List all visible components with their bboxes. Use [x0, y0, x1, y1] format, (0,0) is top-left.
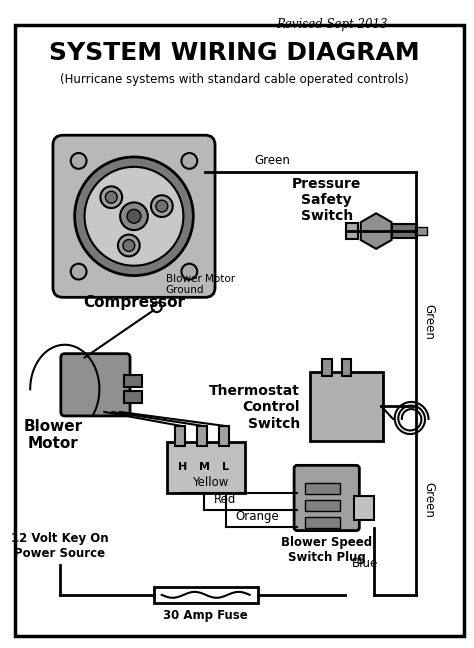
Circle shape — [118, 235, 140, 257]
Circle shape — [71, 153, 87, 169]
Circle shape — [75, 157, 193, 275]
Circle shape — [152, 302, 162, 312]
Text: Green: Green — [255, 154, 290, 167]
FancyBboxPatch shape — [166, 442, 245, 493]
Bar — [124, 391, 142, 403]
Bar — [124, 375, 142, 388]
Circle shape — [123, 240, 135, 251]
Bar — [322, 358, 332, 376]
Bar — [175, 426, 185, 446]
Text: Green: Green — [423, 482, 436, 518]
Text: Yellow: Yellow — [192, 476, 228, 489]
FancyBboxPatch shape — [310, 373, 383, 441]
Text: SYSTEM WIRING DIAGRAM: SYSTEM WIRING DIAGRAM — [49, 41, 420, 65]
Bar — [342, 358, 351, 376]
Text: Blue: Blue — [351, 557, 378, 570]
Text: 30 Amp Fuse: 30 Amp Fuse — [163, 608, 247, 621]
Bar — [355, 496, 374, 520]
Text: Blower Motor
Ground: Blower Motor Ground — [165, 273, 235, 295]
Text: M: M — [199, 462, 210, 472]
Text: Green: Green — [423, 304, 436, 340]
Text: Blower
Motor: Blower Motor — [23, 419, 82, 451]
Text: Compressor: Compressor — [83, 295, 185, 310]
Bar — [346, 223, 358, 239]
FancyBboxPatch shape — [53, 135, 215, 297]
Bar — [415, 227, 427, 235]
Circle shape — [127, 209, 141, 223]
Text: (Hurricane systems with standard cable operated controls): (Hurricane systems with standard cable o… — [60, 73, 409, 86]
Circle shape — [156, 200, 168, 212]
Text: L: L — [222, 462, 229, 472]
Bar — [154, 587, 257, 603]
Circle shape — [151, 195, 173, 217]
Bar — [219, 426, 229, 446]
Circle shape — [182, 153, 197, 169]
FancyBboxPatch shape — [61, 354, 130, 416]
Text: Pressure
Safety
Switch: Pressure Safety Switch — [292, 177, 361, 223]
Bar — [197, 426, 207, 446]
Text: Thermostat
Control
Switch: Thermostat Control Switch — [209, 384, 300, 431]
FancyBboxPatch shape — [294, 465, 359, 531]
Bar — [305, 483, 339, 494]
Text: Revised Sept 2013: Revised Sept 2013 — [276, 17, 387, 30]
Circle shape — [84, 167, 183, 266]
Bar — [392, 224, 417, 238]
Circle shape — [105, 191, 117, 203]
Circle shape — [71, 264, 87, 279]
Text: Blower Speed
Switch Plug: Blower Speed Switch Plug — [281, 535, 372, 564]
Circle shape — [120, 202, 148, 230]
Circle shape — [100, 187, 122, 208]
Text: Orange: Orange — [236, 510, 280, 523]
Text: H: H — [178, 462, 187, 472]
Bar — [305, 516, 339, 527]
Circle shape — [182, 264, 197, 279]
Bar — [305, 500, 339, 511]
Text: 12 Volt Key On
Power Source: 12 Volt Key On Power Source — [11, 532, 109, 561]
Text: Red: Red — [214, 493, 237, 506]
